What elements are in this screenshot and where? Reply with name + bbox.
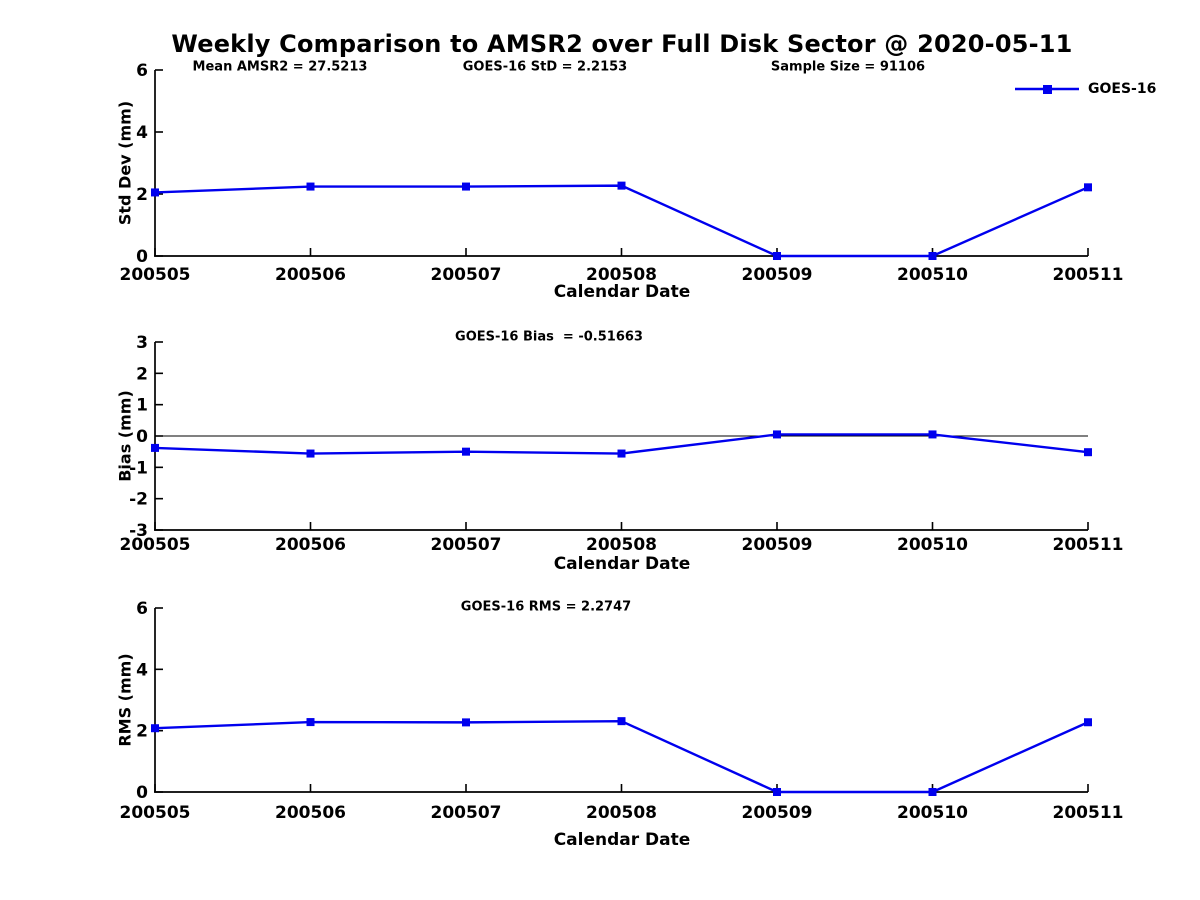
y-tick-label: 4 xyxy=(136,660,148,680)
data-point-marker xyxy=(462,447,470,456)
data-point-marker xyxy=(306,449,315,458)
x-tick-label: 200505 xyxy=(120,535,191,555)
y-tick-label: 0 xyxy=(136,427,148,447)
x-tick-label: 200507 xyxy=(431,265,502,285)
data-point-marker xyxy=(617,717,626,726)
y-tick-label: -3 xyxy=(129,521,148,541)
xlabel-calendar-date-3: Calendar Date xyxy=(553,830,691,850)
annotation-goes16-std: GOES-16 StD = 2.2153 xyxy=(462,59,628,75)
y-tick-label: 0 xyxy=(136,247,148,267)
x-tick-label: 200506 xyxy=(275,265,346,285)
x-tick-label: 200506 xyxy=(275,535,346,555)
data-point-marker xyxy=(773,788,781,796)
y-tick-label: 4 xyxy=(136,123,148,143)
data-point-marker xyxy=(617,449,626,458)
y-tick-label: 6 xyxy=(136,599,148,619)
data-point-marker xyxy=(151,724,159,733)
x-tick-label: 200508 xyxy=(586,803,657,823)
x-tick-label: 200509 xyxy=(742,265,813,285)
annotation-goes16-rms: GOES-16 RMS = 2.2747 xyxy=(460,599,632,615)
x-tick-label: 200506 xyxy=(275,803,346,823)
x-tick-label: 200511 xyxy=(1053,535,1124,555)
data-point-marker xyxy=(1084,183,1092,192)
legend-line-icon xyxy=(1015,85,1079,94)
x-tick-label: 200508 xyxy=(586,535,657,555)
ylabel-rms: RMS (mm) xyxy=(115,653,135,747)
data-point-marker xyxy=(1084,448,1092,457)
ylabel-bias: Bias (mm) xyxy=(115,390,135,482)
data-point-marker xyxy=(306,718,315,727)
xlabel-calendar-date-2: Calendar Date xyxy=(553,554,691,574)
ylabel-std-dev: Std Dev (mm) xyxy=(115,100,135,226)
x-tick-label: 200505 xyxy=(120,803,191,823)
x-tick-label: 200507 xyxy=(431,803,502,823)
data-point-marker xyxy=(773,252,781,260)
y-tick-label: 2 xyxy=(136,185,148,205)
data-point-marker xyxy=(462,718,470,727)
annotation-sample-size: Sample Size = 91106 xyxy=(770,59,926,75)
x-tick-label: 200507 xyxy=(431,535,502,555)
x-tick-label: 200510 xyxy=(897,265,968,285)
x-tick-label: 200505 xyxy=(120,265,191,285)
data-point-marker xyxy=(928,430,937,439)
data-line xyxy=(154,719,1089,794)
x-tick-label: 200511 xyxy=(1053,265,1124,285)
xlabel-calendar-date-1: Calendar Date xyxy=(553,282,691,302)
y-tick-label: -1 xyxy=(129,458,148,478)
y-tick-label: 2 xyxy=(136,722,148,742)
x-tick-label: 200510 xyxy=(897,535,968,555)
legend: GOES-16 xyxy=(1014,81,1156,97)
y-tick-label: 0 xyxy=(136,783,148,803)
data-point-marker xyxy=(617,181,626,190)
data-line xyxy=(154,184,1089,258)
data-point-marker xyxy=(306,182,315,191)
data-point-marker xyxy=(151,443,159,452)
legend-label: GOES-16 xyxy=(1088,81,1157,97)
x-tick-label: 200508 xyxy=(586,265,657,285)
annotation-goes16-bias: GOES-16 Bias = -0.51663 xyxy=(455,329,643,345)
data-point-marker xyxy=(462,182,470,191)
y-tick-label: 1 xyxy=(136,396,148,416)
data-point-marker xyxy=(928,252,937,260)
data-point-marker xyxy=(928,788,937,796)
x-tick-label: 200510 xyxy=(897,803,968,823)
data-point-marker xyxy=(1084,718,1092,727)
figure-title: Weekly Comparison to AMSR2 over Full Dis… xyxy=(171,30,1073,58)
x-tick-label: 200509 xyxy=(742,535,813,555)
y-tick-label: 6 xyxy=(136,61,148,81)
data-point-marker xyxy=(151,188,159,197)
annotation-mean-amsr2: Mean AMSR2 = 27.5213 xyxy=(192,59,368,75)
y-tick-label: 3 xyxy=(136,333,148,353)
x-tick-label: 200511 xyxy=(1053,803,1124,823)
x-tick-label: 200509 xyxy=(742,803,813,823)
data-point-marker xyxy=(773,430,781,439)
y-tick-label: 2 xyxy=(136,364,148,384)
y-tick-label: -2 xyxy=(129,490,148,510)
